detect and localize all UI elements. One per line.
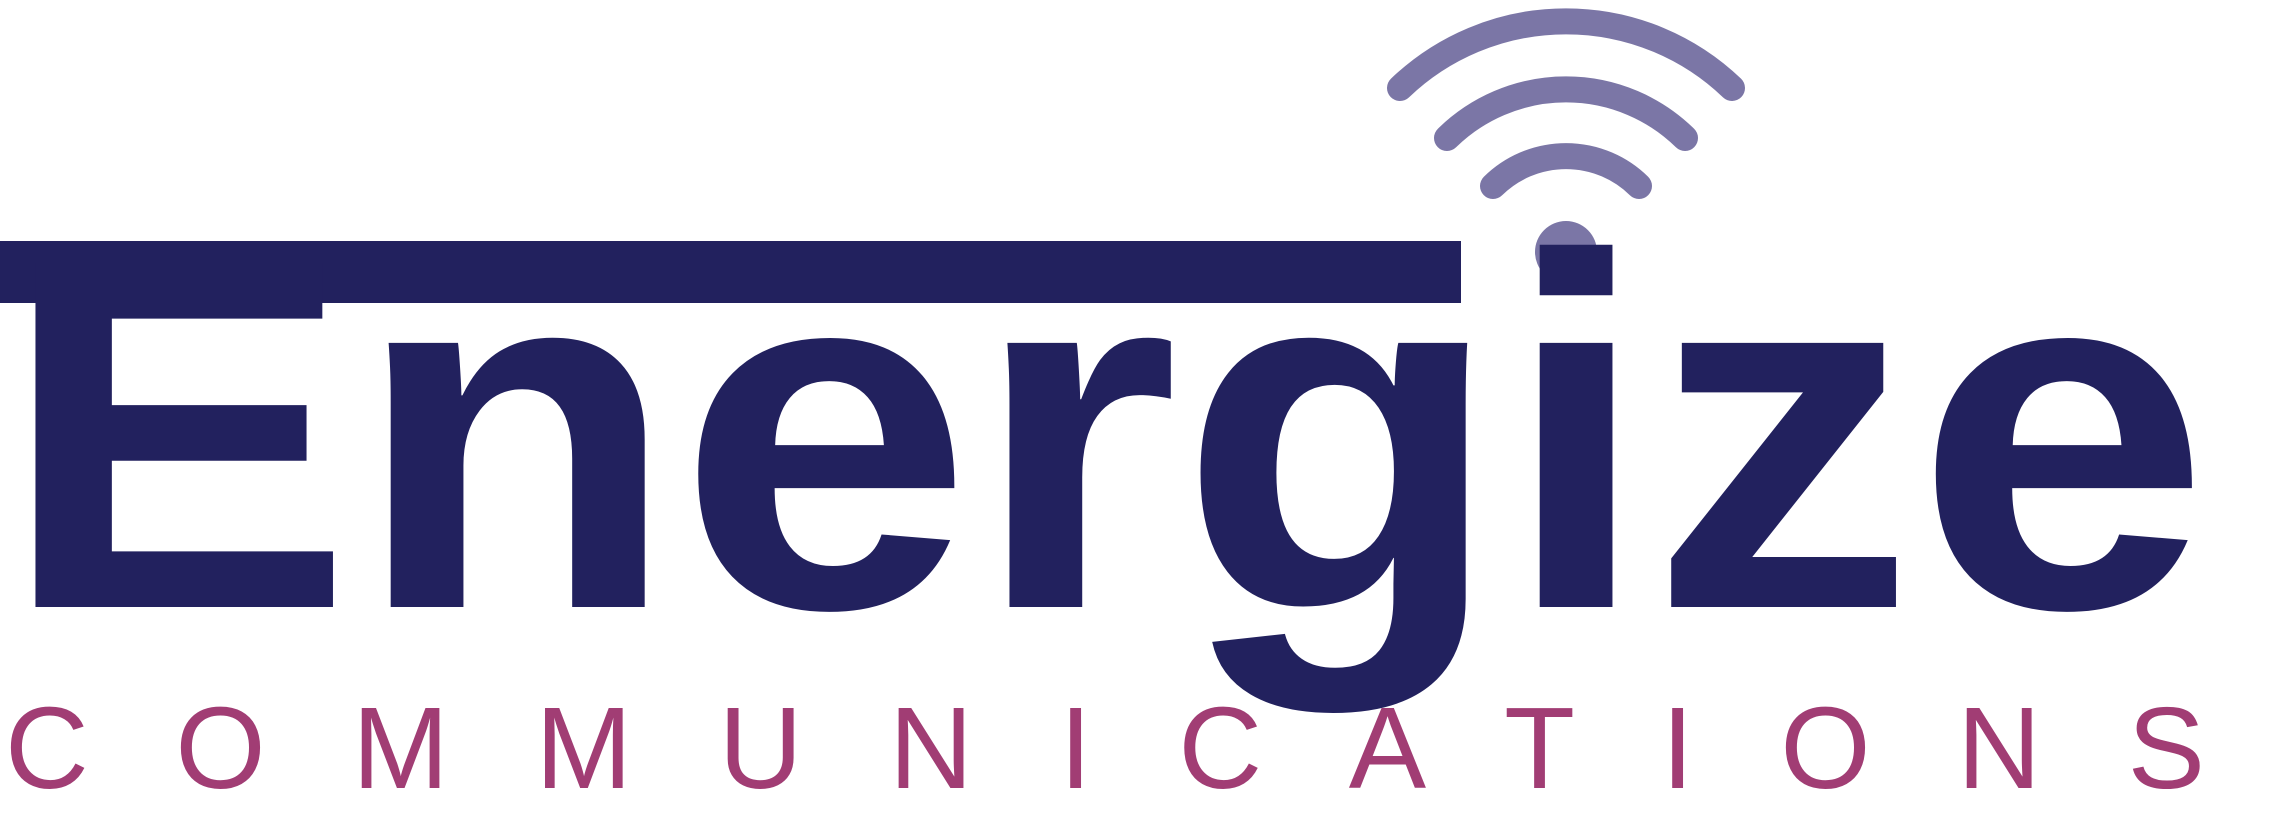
signal-arc-middle bbox=[1434, 76, 1698, 151]
signal-dot bbox=[1535, 221, 1597, 283]
wordmark-top-bar bbox=[0, 241, 1461, 303]
signal-arc-outer bbox=[1387, 8, 1745, 101]
wifi-signal-icon bbox=[1387, 8, 1745, 283]
wordmark: Energize bbox=[0, 154, 2210, 716]
signal-arc-inner bbox=[1480, 143, 1652, 199]
